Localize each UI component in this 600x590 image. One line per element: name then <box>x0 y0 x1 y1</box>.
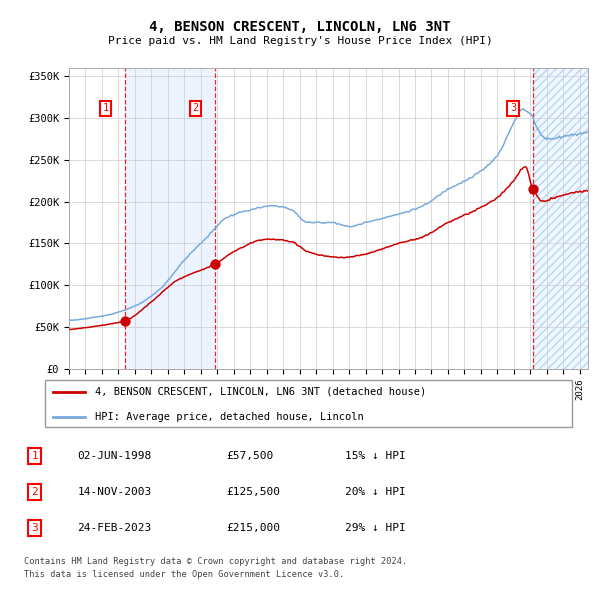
FancyBboxPatch shape <box>44 380 572 427</box>
Text: 2: 2 <box>32 487 38 497</box>
Text: 29% ↓ HPI: 29% ↓ HPI <box>345 523 406 533</box>
Text: Contains HM Land Registry data © Crown copyright and database right 2024.: Contains HM Land Registry data © Crown c… <box>24 557 407 566</box>
Point <box>121 316 130 326</box>
Text: 4, BENSON CRESCENT, LINCOLN, LN6 3NT (detached house): 4, BENSON CRESCENT, LINCOLN, LN6 3NT (de… <box>95 386 427 396</box>
Bar <box>533 68 588 369</box>
Bar <box>125 68 215 369</box>
Text: This data is licensed under the Open Government Licence v3.0.: This data is licensed under the Open Gov… <box>24 570 344 579</box>
Text: 4, BENSON CRESCENT, LINCOLN, LN6 3NT: 4, BENSON CRESCENT, LINCOLN, LN6 3NT <box>149 19 451 34</box>
Text: 2: 2 <box>192 103 199 113</box>
Text: £215,000: £215,000 <box>227 523 281 533</box>
Text: 15% ↓ HPI: 15% ↓ HPI <box>345 451 406 461</box>
Bar <box>533 68 588 369</box>
Text: Price paid vs. HM Land Registry's House Price Index (HPI): Price paid vs. HM Land Registry's House … <box>107 37 493 46</box>
Text: 14-NOV-2003: 14-NOV-2003 <box>77 487 151 497</box>
Text: 20% ↓ HPI: 20% ↓ HPI <box>345 487 406 497</box>
Text: 3: 3 <box>510 103 516 113</box>
Text: £125,500: £125,500 <box>227 487 281 497</box>
Text: 3: 3 <box>32 523 38 533</box>
Text: 02-JUN-1998: 02-JUN-1998 <box>77 451 151 461</box>
Text: 1: 1 <box>103 103 109 113</box>
Text: 1: 1 <box>32 451 38 461</box>
Text: 24-FEB-2023: 24-FEB-2023 <box>77 523 151 533</box>
Point <box>211 259 220 268</box>
Text: £57,500: £57,500 <box>227 451 274 461</box>
Point <box>528 184 538 194</box>
Text: HPI: Average price, detached house, Lincoln: HPI: Average price, detached house, Linc… <box>95 412 364 421</box>
